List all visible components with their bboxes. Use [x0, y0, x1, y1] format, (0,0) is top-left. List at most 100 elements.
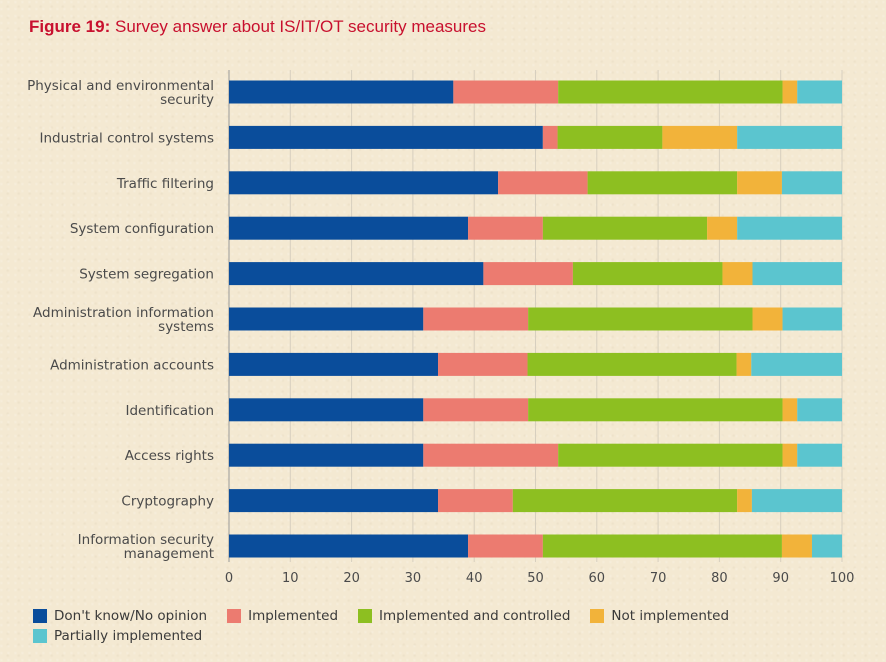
category-label: Administration information systems [33, 305, 214, 335]
bar-segment [438, 489, 513, 513]
bar-segment [229, 216, 469, 240]
bar-segment [557, 125, 663, 149]
x-tick-label: 100 [830, 571, 855, 586]
bar-segment [542, 534, 782, 558]
bar-segment [528, 307, 753, 331]
bar-segment [558, 80, 783, 104]
bar-segment [797, 443, 842, 467]
bar-segment [782, 398, 798, 422]
bar-segment [527, 352, 737, 376]
x-tick-label: 60 [589, 571, 606, 586]
bar-segment [737, 216, 842, 240]
bar-segment [229, 125, 543, 149]
bar-segment [453, 80, 559, 104]
bar-segment [542, 216, 708, 240]
legend-label: Don't know/No opinion [54, 608, 208, 624]
category-labels: Physical and environmental security Indust… [27, 78, 214, 562]
bar-segment [737, 125, 842, 149]
x-tick-label: 30 [405, 571, 422, 586]
legend-item: Partially implemented [33, 628, 202, 644]
bar-segment [468, 216, 543, 240]
bar-segment [737, 171, 782, 195]
category-label: Administration accounts [50, 357, 214, 373]
category-label-line: System segregation [79, 267, 214, 283]
stacked-bar-chart: Physical and environmental security Indust… [27, 70, 855, 586]
category-label: Identification [125, 403, 214, 419]
category-label: System segregation [79, 267, 214, 283]
legend-item: Don't know/No opinion [33, 608, 207, 624]
bar-segment [781, 171, 842, 195]
bars-layer [229, 80, 842, 558]
bar-segment [229, 352, 439, 376]
legend-row: Partially implemented [33, 626, 873, 646]
legend-label: Implemented and controlled [379, 608, 571, 624]
category-label-line: Administration information [33, 305, 214, 321]
bar-segment [542, 125, 558, 149]
bar-segment [483, 262, 573, 286]
bar-segment [229, 443, 424, 467]
x-tick-label: 90 [772, 571, 789, 586]
category-label: System configuration [70, 221, 214, 237]
x-tick-label: 50 [527, 571, 544, 586]
category-label-line: System configuration [70, 221, 214, 237]
category-label: Traffic filtering [116, 176, 214, 192]
category-label-line: Traffic filtering [116, 176, 214, 192]
category-label: Information security management [78, 532, 214, 562]
category-label-line: Administration accounts [50, 357, 214, 373]
bar-segment [512, 489, 738, 513]
legend-label: Implemented [248, 608, 339, 624]
x-tick-label: 80 [711, 571, 728, 586]
legend-swatch [590, 609, 605, 623]
chart-legend: Don't know/No opinion Implemented Implemen… [33, 606, 873, 646]
bar-segment [782, 80, 798, 104]
bar-segment [229, 80, 454, 104]
x-tick-label: 10 [282, 571, 299, 586]
figure-title: Figure 19: Survey answer about IS/IT/OT … [29, 17, 486, 37]
x-tick-label: 40 [466, 571, 483, 586]
category-label-line: Information security [78, 532, 214, 548]
bar-segment [781, 534, 812, 558]
category-label-line: management [124, 546, 214, 562]
figure-label: Figure 19: [29, 17, 111, 36]
x-axis-tick-labels: 0 10 20 30 40 50 60 70 80 90 100 [225, 571, 855, 586]
category-label: Physical and environmental security [27, 78, 214, 108]
bar-segment [811, 534, 842, 558]
legend-swatch [33, 609, 47, 623]
bar-segment [229, 398, 424, 422]
x-tick-label: 70 [650, 571, 667, 586]
bar-segment [229, 307, 424, 331]
legend-row: Don't know/No opinion Implemented Implemen… [33, 606, 873, 626]
legend-item: Not implemented [590, 608, 729, 624]
category-label: Access rights [125, 448, 214, 464]
bar-segment [423, 307, 529, 331]
category-label: Industrial control systems [39, 130, 214, 146]
figure-title-text: Survey answer about IS/IT/OT security me… [114, 17, 486, 36]
bar-segment [751, 489, 842, 513]
legend-label: Partially implemented [54, 628, 203, 644]
bar-segment [797, 80, 842, 104]
legend-swatch [358, 609, 373, 623]
category-label-line: Cryptography [121, 494, 214, 510]
category-label-line: Identification [125, 403, 214, 419]
bar-segment [782, 307, 842, 331]
category-label-line: Industrial control systems [39, 130, 214, 146]
bar-segment [468, 534, 543, 558]
legend-label: Not implemented [611, 608, 730, 624]
bar-segment [752, 262, 842, 286]
bar-segment [229, 534, 469, 558]
bar-segment [498, 171, 588, 195]
bar-segment [423, 398, 529, 422]
category-label-line: Physical and environmental [27, 78, 214, 94]
bar-segment [438, 352, 528, 376]
category-label: Cryptography [121, 494, 214, 510]
bar-segment [797, 398, 842, 422]
bar-segment [229, 489, 439, 513]
legend-swatch [33, 629, 47, 643]
legend-swatch [227, 609, 242, 623]
bar-segment [423, 443, 559, 467]
bar-segment [572, 262, 723, 286]
bar-segment [736, 352, 752, 376]
bar-segment [782, 443, 798, 467]
bar-segment [737, 489, 752, 513]
x-tick-label: 0 [225, 571, 233, 586]
